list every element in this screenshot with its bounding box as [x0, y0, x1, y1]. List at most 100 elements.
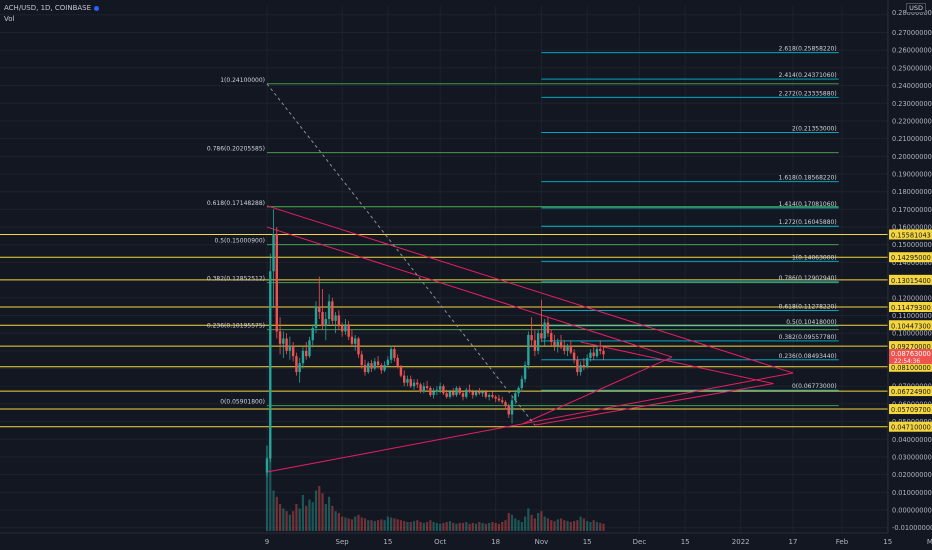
volume-bar: [269, 459, 272, 531]
volume-bar: [350, 519, 354, 531]
candle-body: [592, 352, 595, 357]
candle-body: [448, 391, 452, 397]
volume-bar: [543, 516, 546, 531]
candle-body: [295, 356, 298, 373]
candle-body: [318, 306, 321, 312]
volume-bar: [553, 521, 556, 531]
candle-body: [380, 364, 383, 371]
volume-bar: [559, 518, 563, 531]
fib-extension-label: 2.618(0.25858220): [779, 46, 837, 53]
candle-body: [455, 387, 458, 396]
volume-bar: [527, 508, 530, 531]
market-status-icon: [94, 5, 100, 11]
fib-retracement[interactable]: 1(0.24100000) 0.786(0.20205585) 0.618(0.17…: [207, 77, 839, 407]
volume-bar: [507, 513, 510, 531]
fib-extension-label: 0.786(0.12902940): [779, 275, 837, 282]
volume-bar: [455, 523, 458, 531]
volume-bar: [465, 522, 468, 531]
candle-body: [357, 338, 360, 355]
fib-extension-label: 1.272(0.16045880): [779, 219, 837, 226]
volume-bar: [429, 520, 432, 531]
candle-body: [533, 340, 537, 351]
volume-bar: [331, 505, 334, 531]
volume-bar: [282, 508, 285, 531]
candle-body: [494, 396, 497, 399]
volume-bar: [510, 514, 514, 531]
trendlines[interactable]: [266, 83, 794, 473]
time-tick-label: 15: [883, 538, 892, 546]
candle-body: [530, 334, 533, 341]
volume-bar: [419, 522, 422, 531]
candle-body: [389, 349, 393, 360]
candle-body: [360, 354, 363, 365]
time-axis[interactable]: 9 Sep 15 Oct 18 Nov 15 Dec 15 2022 17 Feb 15 Mar: [0, 532, 932, 550]
fib-extension-label: 2.272(0.23335880): [779, 90, 837, 97]
volume-bar: [491, 522, 494, 531]
volume-bar: [383, 520, 386, 531]
candle-body: [305, 350, 308, 357]
candle-body: [425, 386, 429, 388]
fib-retracement-label: 0.5(0.15000900): [215, 238, 266, 245]
volume-bar: [393, 518, 396, 531]
volume-bar: [298, 508, 301, 531]
candle-body: [559, 342, 563, 348]
price-tick-label: 0.16000000: [892, 224, 932, 232]
volume-bar: [501, 522, 504, 531]
volume-bar: [572, 521, 576, 531]
level-price-tag: [889, 386, 932, 397]
candle-body: [393, 349, 396, 358]
candle-body: [442, 386, 445, 394]
volume-bar: [373, 521, 376, 531]
candle-body: [344, 324, 347, 332]
candle-body: [403, 375, 406, 383]
candle-body: [429, 387, 432, 396]
volume-bar: [367, 520, 370, 531]
time-tick-label: 15: [583, 538, 592, 546]
candle-body: [474, 391, 478, 396]
level-price-label: 0.10447300: [891, 322, 931, 330]
candle-body: [579, 364, 582, 373]
volume-bar: [595, 522, 599, 531]
level-price-tag: [889, 252, 932, 263]
last-price-tag: [889, 349, 932, 365]
time-tick-label: Feb: [836, 538, 849, 546]
symbol-header[interactable]: ACH/USD, 1D, COINBASE: [4, 4, 100, 12]
volume-bar: [569, 522, 572, 531]
trendline: [534, 383, 774, 426]
price-tick-label: 0.10000000: [892, 330, 932, 338]
fib-trend-dashed-line: [266, 83, 536, 426]
candle-body: [556, 342, 559, 346]
volume-bar: [399, 520, 403, 531]
volume-bar: [363, 518, 367, 531]
volume-bar: [390, 517, 393, 531]
candle-body: [602, 350, 605, 355]
volume-bar: [321, 493, 324, 531]
volume-bar: [341, 516, 344, 531]
volume-bar: [435, 522, 438, 531]
fib-extension[interactable]: 2.618(0.25858220) 2.414(0.24371060) 2.272(…: [541, 46, 839, 391]
price-axis[interactable]: -0.01000000 0.00000000 0.01000000 0.0200000…: [887, 0, 932, 550]
candle-body: [553, 342, 556, 346]
candle-body: [301, 350, 305, 364]
volume-bar: [576, 520, 579, 531]
candle-body: [484, 391, 488, 397]
volume-bar: [461, 522, 465, 531]
fib-retracement-label: 0.382(0.12852512): [207, 276, 265, 283]
level-price-label: 0.05709700: [891, 406, 931, 414]
volume-bar: [425, 522, 429, 531]
candle-body: [576, 359, 579, 373]
volume-bar: [520, 522, 523, 531]
candle-body: [507, 405, 510, 415]
candle-body: [517, 387, 520, 394]
candle-body: [298, 363, 301, 373]
candle-body: [354, 338, 357, 344]
level-price-label: 0.06724900: [891, 388, 931, 396]
volume-bar: [599, 522, 602, 531]
currency-badge[interactable]: USD: [906, 3, 926, 13]
level-price-label: 0.11479300: [891, 304, 931, 312]
level-price-label: 0.15581043: [891, 231, 931, 239]
volume-bar: [537, 513, 540, 531]
candle-body: [550, 333, 553, 343]
volume-bar: [347, 518, 350, 531]
